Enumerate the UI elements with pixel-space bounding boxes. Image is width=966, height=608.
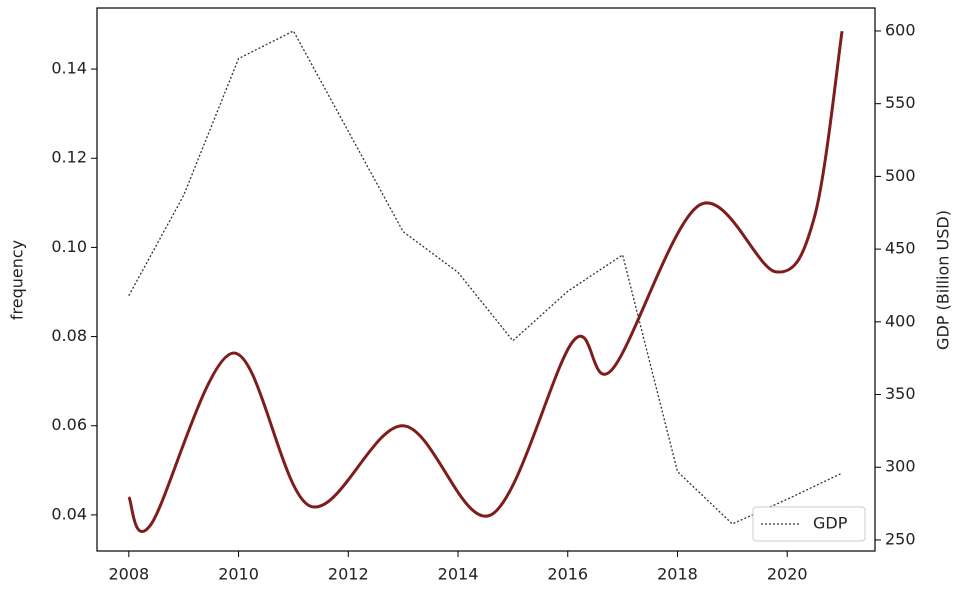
- plot-frame: [96, 7, 876, 552]
- y2-tick-label: 300: [885, 457, 916, 476]
- x-tick-label: 2020: [767, 565, 808, 584]
- series-line: [127, 30, 844, 533]
- y-tick-label: 0.14: [51, 59, 87, 78]
- x-tick-label: 2018: [657, 565, 698, 584]
- legend-box: [752, 506, 866, 542]
- x-tick-label: 2010: [218, 565, 259, 584]
- y2-tick-label: 400: [885, 311, 916, 330]
- x-tick-label: 2016: [547, 565, 588, 584]
- x-tick-label: 2008: [108, 565, 149, 584]
- y-tick-label: 0.10: [51, 237, 87, 256]
- y-tick-label: 0.06: [51, 415, 87, 434]
- y2-tick-label: 250: [885, 529, 916, 548]
- y2-tick-label: 500: [885, 166, 916, 185]
- y2-axis-label: GDP (Billion USD): [934, 210, 953, 350]
- x-tick-label: 2014: [438, 565, 479, 584]
- y-tick-label: 0.08: [51, 326, 87, 345]
- series-line: [128, 30, 843, 525]
- legend-label: GDP: [813, 514, 848, 533]
- y2-tick-label: 550: [885, 93, 916, 112]
- y2-tick-label: 350: [885, 384, 916, 403]
- y-tick-label: 0.04: [51, 504, 87, 523]
- x-tick-label: 2012: [328, 565, 369, 584]
- y2-tick-label: 450: [885, 239, 916, 258]
- y-tick-label: 0.12: [51, 148, 87, 167]
- y-axis-label: frequency: [8, 240, 27, 320]
- y2-tick-label: 600: [885, 20, 916, 39]
